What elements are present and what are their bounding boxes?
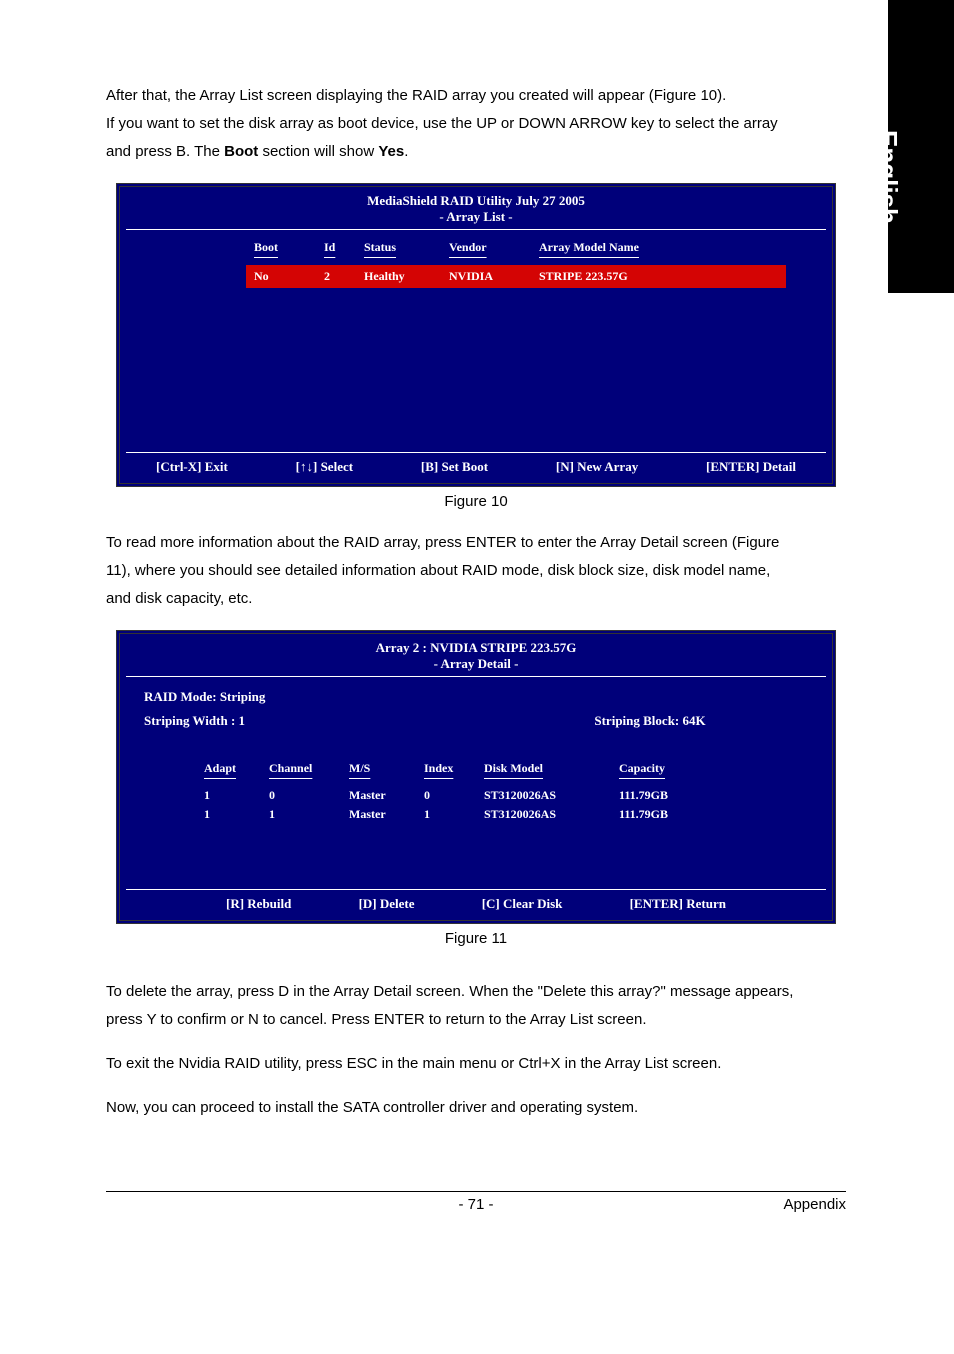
hint-select: [↑↓] Select — [296, 459, 353, 475]
bios-array-detail-box: Array 2 : NVIDIA STRIPE 223.57G - Array … — [116, 630, 836, 924]
mid-p3: and disk capacity, etc. — [106, 588, 846, 610]
r2-chan: 1 — [261, 807, 341, 822]
r1-adapt: 1 — [196, 788, 261, 803]
hint-newarray: [N] New Array — [556, 459, 638, 475]
bios2-header-row: Adapt Channel M/S Index Disk Model Capac… — [196, 759, 826, 778]
bios1-title2: - Array List - — [126, 209, 826, 225]
bios1-header: MediaShield RAID Utility July 27 2005 - … — [126, 187, 826, 230]
col-adapt: Adapt — [196, 761, 261, 776]
hint-clear: [C] Clear Disk — [482, 896, 563, 912]
tail-p4: Now, you can proceed to install the SATA… — [106, 1097, 846, 1119]
val-model: STRIPE 223.57G — [531, 269, 701, 284]
section-label: Appendix — [599, 1196, 846, 1213]
content-area: After that, the Array List screen displa… — [106, 0, 846, 1213]
col-chan: Channel — [261, 761, 341, 776]
bios2-footer: [R] Rebuild [D] Delete [C] Clear Disk [E… — [126, 889, 826, 920]
r1-model: ST3120026AS — [476, 788, 611, 803]
col-vendor: Vendor — [441, 240, 531, 255]
col-id: Id — [316, 240, 356, 255]
col-cap: Capacity — [611, 761, 711, 776]
mid-p2: 11), where you should see detailed infor… — [106, 560, 846, 582]
intro-line2: If you want to set the disk array as boo… — [106, 113, 846, 135]
r1-cap: 111.79GB — [611, 788, 711, 803]
meta-block: Striping Block: 64K — [456, 707, 826, 731]
page: English After that, the Array List scree… — [0, 0, 954, 1253]
tail-p2: press Y to confirm or N to cancel. Press… — [106, 1009, 846, 1031]
page-footer: - 71 - Appendix — [106, 1196, 846, 1213]
intro-frag-d: Yes — [378, 143, 404, 160]
hint-return: [ENTER] Return — [630, 896, 726, 912]
tail-p1: To delete the array, press D in the Arra… — [106, 981, 846, 1003]
hint-setboot: [B] Set Boot — [421, 459, 488, 475]
val-id: 2 — [316, 269, 356, 284]
figure10-caption: Figure 10 — [106, 493, 846, 510]
r2-idx: 1 — [416, 807, 476, 822]
bios2-meta: RAID Mode: Striping Striping Width : 1 S… — [126, 683, 826, 731]
hint-exit: [Ctrl-X] Exit — [156, 459, 228, 475]
meta-width: Striping Width : 1 — [126, 707, 456, 731]
bios2-title1: Array 2 : NVIDIA STRIPE 223.57G — [126, 640, 826, 656]
bios1-data-row[interactable]: No 2 Healthy NVIDIA STRIPE 223.57G — [246, 265, 786, 288]
r1-chan: 0 — [261, 788, 341, 803]
bios1-body: Boot Id Status Vendor Array Model Name N… — [126, 236, 826, 446]
col-idx: Index — [416, 761, 476, 776]
r2-model: ST3120026AS — [476, 807, 611, 822]
bios1-title1: MediaShield RAID Utility July 27 2005 — [126, 193, 826, 209]
bios2-row2: 1 1 Master 1 ST3120026AS 111.79GB — [196, 805, 826, 824]
bios2-body: RAID Mode: Striping Striping Width : 1 S… — [126, 683, 826, 883]
language-side-tab: English — [888, 0, 954, 293]
col-ms: M/S — [341, 761, 416, 776]
intro-frag-e: . — [404, 143, 408, 160]
val-vendor: NVIDIA — [441, 269, 531, 284]
col-diskmodel: Disk Model — [476, 761, 611, 776]
col-status: Status — [356, 240, 441, 255]
bios-array-list-box: MediaShield RAID Utility July 27 2005 - … — [116, 183, 836, 487]
bios1-footer: [Ctrl-X] Exit [↑↓] Select [B] Set Boot [… — [126, 452, 826, 483]
hint-delete: [D] Delete — [359, 896, 415, 912]
intro-line3: and press B. The Boot section will show … — [106, 141, 846, 163]
r2-adapt: 1 — [196, 807, 261, 822]
footer-rule — [106, 1191, 846, 1192]
hint-detail: [ENTER] Detail — [706, 459, 796, 475]
figure11-caption: Figure 11 — [106, 930, 846, 947]
intro-line1: After that, the Array List screen displa… — [106, 85, 846, 107]
r2-cap: 111.79GB — [611, 807, 711, 822]
val-boot: No — [246, 269, 316, 284]
mid-p1: To read more information about the RAID … — [106, 532, 846, 554]
page-number: - 71 - — [353, 1196, 600, 1213]
intro-frag-c: section will show — [258, 143, 378, 160]
bios2-header: Array 2 : NVIDIA STRIPE 223.57G - Array … — [126, 634, 826, 677]
r1-ms: Master — [341, 788, 416, 803]
intro-frag-a: and press B. The — [106, 143, 224, 160]
val-status: Healthy — [356, 269, 441, 284]
intro-frag-b: Boot — [224, 143, 258, 160]
r2-ms: Master — [341, 807, 416, 822]
tail-p3: To exit the Nvidia RAID utility, press E… — [106, 1053, 846, 1075]
col-boot: Boot — [246, 240, 316, 255]
r1-idx: 0 — [416, 788, 476, 803]
hint-rebuild: [R] Rebuild — [226, 896, 291, 912]
bios1-header-row: Boot Id Status Vendor Array Model Name — [246, 236, 786, 259]
bios2-title2: - Array Detail - — [126, 656, 826, 672]
meta-raidmode: RAID Mode: Striping — [126, 683, 456, 707]
language-label: English — [872, 130, 903, 224]
col-model: Array Model Name — [531, 240, 701, 255]
bios2-row1: 1 0 Master 0 ST3120026AS 111.79GB — [196, 786, 826, 805]
